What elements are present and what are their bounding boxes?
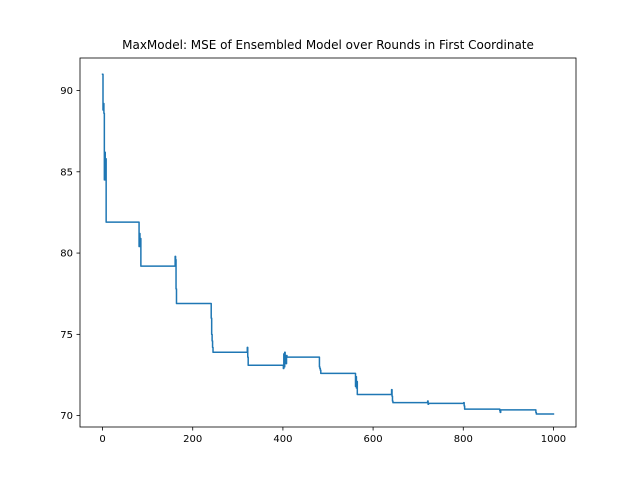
x-tick-label: 200: [183, 434, 202, 445]
x-tick-label: 600: [364, 434, 383, 445]
x-tick-label: 0: [99, 434, 105, 445]
chart-title: MaxModel: MSE of Ensembled Model over Ro…: [122, 38, 534, 52]
y-tick-label: 90: [60, 86, 73, 97]
y-tick-label: 85: [60, 167, 73, 178]
y-tick-label: 70: [60, 411, 73, 422]
series-line-0: [101, 73, 555, 415]
x-tick-label: 400: [273, 434, 292, 445]
y-tick-label: 75: [60, 330, 73, 341]
y-tick-label: 80: [60, 249, 73, 260]
axes-frame: [79, 57, 577, 428]
x-tick-label: 800: [454, 434, 473, 445]
x-tick-label: 1000: [541, 434, 566, 445]
plot-area: 0 200 400 600 800 1000 70 75 80 85 90: [60, 57, 577, 445]
